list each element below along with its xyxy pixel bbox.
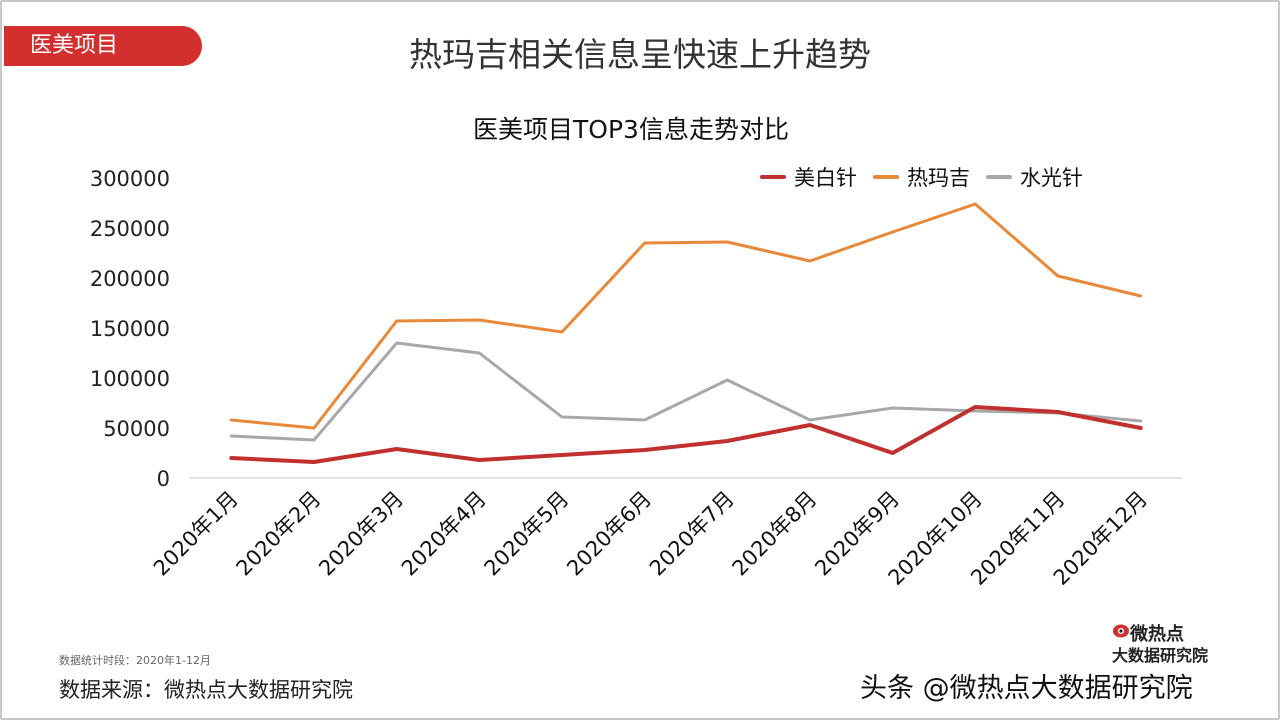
legend-label: 热玛吉 — [907, 166, 970, 190]
y-tick-label: 150000 — [90, 317, 170, 341]
x-tick-label: 2020年3月 — [314, 487, 408, 581]
x-tick-label: 2020年8月 — [728, 487, 822, 581]
page-title: 热玛吉相关信息呈快速上升趋势 — [409, 35, 871, 74]
period-note: 数据统计时段：2020年1-12月 — [59, 654, 211, 667]
y-tick-label: 300000 — [90, 167, 170, 191]
legend-swatch — [986, 175, 1012, 179]
logo-text-bottom: 大数据研究院 — [1112, 646, 1209, 665]
legend-swatch — [760, 175, 786, 179]
brand-logo: 微热点 大数据研究院 — [1112, 620, 1234, 666]
x-tick-label: 2020年2月 — [232, 487, 326, 581]
logo-eye-icon — [1113, 624, 1129, 638]
chart-legend: 美白针 热玛吉 水光针 — [760, 162, 1083, 192]
series-line-1 — [229, 202, 1143, 430]
legend-item-meibaizhen: 美白针 — [760, 162, 857, 192]
x-tick-label: 2020年1月 — [149, 487, 243, 581]
y-tick-label: 50000 — [103, 417, 170, 441]
legend-label: 水光针 — [1020, 166, 1083, 190]
legend-item-shuiguangzhen: 水光针 — [986, 162, 1083, 192]
data-source: 数据来源：微热点大数据研究院 — [59, 678, 353, 702]
y-tick-label: 100000 — [90, 367, 170, 391]
x-tick-label: 2020年7月 — [645, 487, 739, 581]
chart-title: 医美项目TOP3信息走势对比 — [473, 115, 789, 144]
x-tick-label: 2020年6月 — [562, 487, 656, 581]
y-tick-label: 0 — [157, 467, 170, 491]
legend-item-remaji: 热玛吉 — [873, 162, 970, 192]
watermark: 头条 @微热点大数据研究院 — [860, 673, 1193, 704]
section-tag: 医美项目 — [4, 26, 202, 66]
logo-text-top: 微热点 — [1130, 624, 1184, 645]
legend-swatch — [873, 175, 899, 179]
x-tick-label: 2020年4月 — [397, 487, 491, 581]
series-line-2 — [229, 341, 1143, 442]
y-tick-label: 250000 — [90, 217, 170, 241]
series-line-0 — [229, 405, 1143, 464]
x-tick-label: 2020年5月 — [480, 487, 574, 581]
y-tick-label: 200000 — [90, 267, 170, 291]
legend-label: 美白针 — [794, 166, 857, 190]
